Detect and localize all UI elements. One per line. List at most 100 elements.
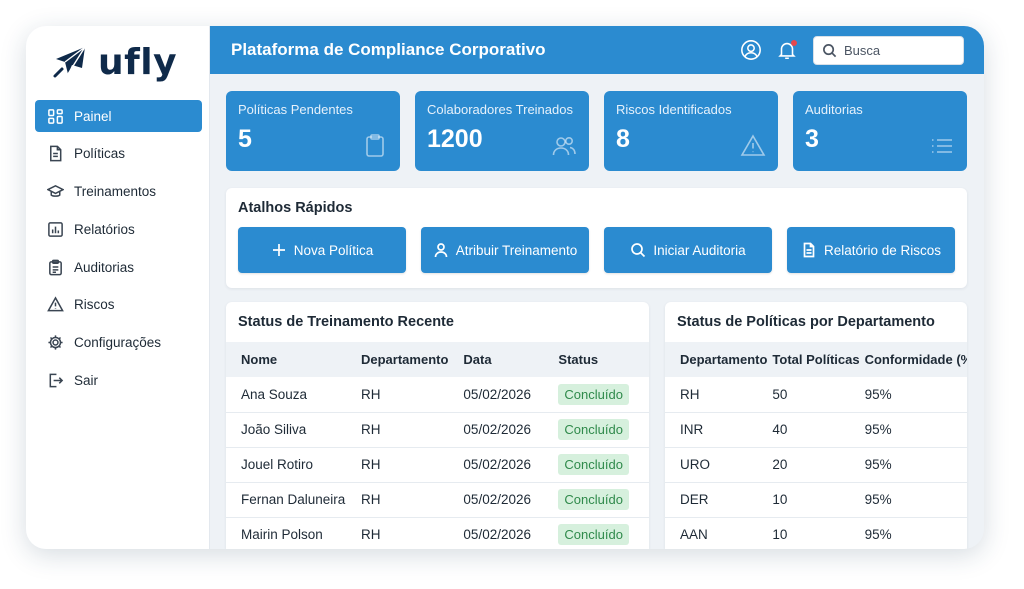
cell-departamento: RH <box>346 412 449 448</box>
button-label: Iniciar Auditoria <box>653 242 746 258</box>
table-row[interactable]: Jouel Rotiro RH 05/02/2026 Concluído <box>226 447 649 483</box>
stat-value: 8 <box>616 125 630 153</box>
cell-total: 20 <box>767 447 860 483</box>
cell-conformidade: 95% <box>859 412 967 448</box>
cell-departamento: RH <box>346 517 449 549</box>
notifications-button[interactable] <box>775 38 799 62</box>
sidebar-item-riscos[interactable]: Riscos <box>35 289 202 321</box>
stat-card-riscos-identificados[interactable]: Riscos Identificados 8 <box>604 91 778 171</box>
user-profile-button[interactable] <box>739 38 763 62</box>
cell-departamento: DER <box>665 482 768 518</box>
dashboard-icon <box>47 108 64 125</box>
search-icon <box>631 243 646 258</box>
table-row[interactable]: RH 50 95% <box>665 377 967 413</box>
graduation-cap-icon <box>47 183 64 200</box>
stat-label: Riscos Identificados <box>616 102 732 117</box>
sidebar-item-label: Treinamentos <box>74 184 157 200</box>
column-header[interactable]: Departamento <box>680 352 768 367</box>
status-badge: Concluído <box>558 419 629 440</box>
column-header[interactable]: Departamento <box>361 352 449 367</box>
cell-departamento: INR <box>665 412 768 448</box>
new-policy-button[interactable]: Nova Política <box>238 227 406 273</box>
table-row[interactable]: AAN 10 95% <box>665 517 967 549</box>
stat-label: Auditorias <box>805 102 863 117</box>
training-status-panel: Status de Treinamento Recente Nome Depar… <box>226 302 649 549</box>
stat-card-politicas-pendentes[interactable]: Políticas Pendentes 5 <box>226 91 400 171</box>
cell-data: 05/02/2026 <box>448 412 544 448</box>
policy-status-title: Status de Políticas por Departamento <box>677 314 935 330</box>
plus-icon <box>272 244 285 256</box>
sidebar-item-label: Configurações <box>74 335 162 351</box>
cell-status: Concluído <box>543 482 649 518</box>
column-header[interactable]: Status <box>558 352 599 367</box>
document-icon <box>803 242 815 258</box>
notification-dot <box>791 40 797 46</box>
button-label: Atribuir Treinamento <box>455 242 578 258</box>
top-header: Plataforma de Compliance Corporativo <box>210 26 984 74</box>
bar-chart-icon <box>47 221 64 238</box>
list-icon <box>929 133 955 159</box>
table-row[interactable]: João Siliva RH 05/02/2026 Concluído <box>226 412 649 448</box>
sidebar-item-configuracoes[interactable]: Configurações <box>35 327 202 359</box>
status-badge: Concluído <box>558 524 629 545</box>
sidebar-nav: Painel Políticas Treinamentos Relatórios <box>35 100 202 402</box>
quick-actions-panel: Atalhos Rápidos Nova Política Atribuir T… <box>226 188 967 288</box>
column-header[interactable]: Total Políticas <box>772 352 860 367</box>
column-header[interactable]: Data <box>463 352 492 367</box>
user-icon <box>434 243 448 258</box>
column-header[interactable]: Conformidade (%) <box>864 352 967 367</box>
stat-label: Políticas Pendentes <box>238 102 353 117</box>
sidebar-item-label: Riscos <box>74 297 115 313</box>
sidebar-item-painel[interactable]: Painel <box>35 100 202 132</box>
table-row[interactable]: INR 40 95% <box>665 412 967 448</box>
cell-status: Concluído <box>543 447 649 483</box>
sidebar-item-label: Políticas <box>74 146 126 162</box>
cell-nome: Mairin Polson <box>226 517 346 549</box>
warning-icon <box>47 296 64 313</box>
cell-status: Concluído <box>543 517 649 549</box>
sidebar-item-treinamentos[interactable]: Treinamentos <box>35 176 202 208</box>
table-row[interactable]: Fernan Daluneira RH 05/02/2026 Concluído <box>226 482 649 518</box>
stat-value: 1200 <box>427 125 483 153</box>
cell-nome: Jouel Rotiro <box>226 447 346 483</box>
table-row[interactable]: Ana Souza RH 05/02/2026 Concluído <box>226 377 649 413</box>
sidebar-item-label: Auditorias <box>74 259 135 275</box>
cell-departamento: URO <box>665 447 768 483</box>
column-header[interactable]: Nome <box>241 352 278 367</box>
sidebar-item-auditorias[interactable]: Auditorias <box>35 251 202 283</box>
page-title: Plataforma de Compliance Corporativo <box>231 40 546 59</box>
cell-nome: Ana Souza <box>226 377 346 413</box>
policy-status-panel: Status de Políticas por Departamento Dep… <box>665 302 967 549</box>
table-row[interactable]: URO 20 95% <box>665 447 967 483</box>
user-circle-icon <box>741 40 761 60</box>
sidebar-item-politicas[interactable]: Políticas <box>35 138 202 170</box>
cell-conformidade: 95% <box>859 377 967 413</box>
app-window: ufly Painel Políticas Treinamentos <box>26 26 984 549</box>
cell-total: 10 <box>767 482 860 518</box>
cell-data: 05/02/2026 <box>448 377 544 413</box>
brand-logo[interactable]: ufly <box>52 42 177 83</box>
cell-conformidade: 95% <box>859 447 967 483</box>
stat-card-colaboradores-treinados[interactable]: Colaboradores Treinados 1200 <box>415 91 589 171</box>
sidebar-item-sair[interactable]: Sair <box>35 365 202 397</box>
table-row[interactable]: DER 10 95% <box>665 482 967 518</box>
stat-card-auditorias[interactable]: Auditorias 3 <box>793 91 967 171</box>
start-audit-button[interactable]: Iniciar Auditoria <box>604 227 772 273</box>
logout-icon <box>47 372 64 389</box>
sidebar: ufly Painel Políticas Treinamentos <box>26 26 210 549</box>
risk-report-button[interactable]: Relatório de Riscos <box>787 227 955 273</box>
table-header-row: Departamento Total Políticas Conformidad… <box>665 342 967 377</box>
cell-data: 05/02/2026 <box>448 447 544 483</box>
cell-departamento: RH <box>346 377 449 413</box>
sidebar-item-relatorios[interactable]: Relatórios <box>35 213 202 245</box>
warning-icon <box>740 133 766 159</box>
search-input[interactable] <box>844 43 954 58</box>
training-status-table: Nome Departamento Data Status Ana Souza … <box>226 342 649 549</box>
table-row[interactable]: Mairin Polson RH 05/02/2026 Concluído <box>226 517 649 549</box>
assign-training-button[interactable]: Atribuir Treinamento <box>421 227 589 273</box>
search-box[interactable] <box>813 36 964 65</box>
stat-value: 5 <box>238 125 252 153</box>
cell-status: Concluído <box>543 412 649 448</box>
sidebar-item-label: Relatórios <box>74 221 135 237</box>
clipboard-icon <box>47 259 64 276</box>
